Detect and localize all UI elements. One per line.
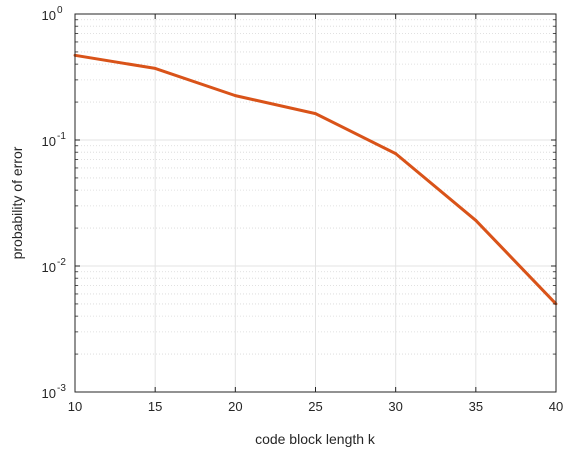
x-tick-label: 15 (148, 399, 162, 414)
y-axis-label: probability of error (9, 146, 25, 259)
y-tick-label: 10 (42, 260, 56, 275)
y-tick-label: 10 (42, 134, 56, 149)
y-tick-exponent: -2 (57, 257, 66, 268)
x-tick-label: 10 (68, 399, 82, 414)
x-tick-labels: 10 15 20 25 30 35 40 (68, 399, 563, 414)
y-tick-exponent: -3 (57, 383, 66, 394)
x-tick-label: 40 (549, 399, 563, 414)
axis-ticks (74, 13, 557, 393)
x-tick-label: 20 (228, 399, 242, 414)
y-tick-exponent: 0 (57, 5, 63, 16)
y-tick-exponent: -1 (57, 131, 66, 142)
data-point (314, 112, 317, 116)
y-tick-label: 10 (42, 386, 56, 401)
data-point (474, 219, 478, 222)
y-tick-label: 10 (42, 8, 56, 23)
series-layer (73, 53, 558, 306)
data-point (233, 94, 237, 98)
x-axis-label: code block length k (255, 431, 376, 447)
x-tick-label: 25 (308, 399, 322, 414)
data-point (394, 152, 398, 155)
x-tick-label: 35 (469, 399, 483, 414)
data-point (153, 67, 157, 70)
x-tick-label: 30 (388, 399, 402, 414)
